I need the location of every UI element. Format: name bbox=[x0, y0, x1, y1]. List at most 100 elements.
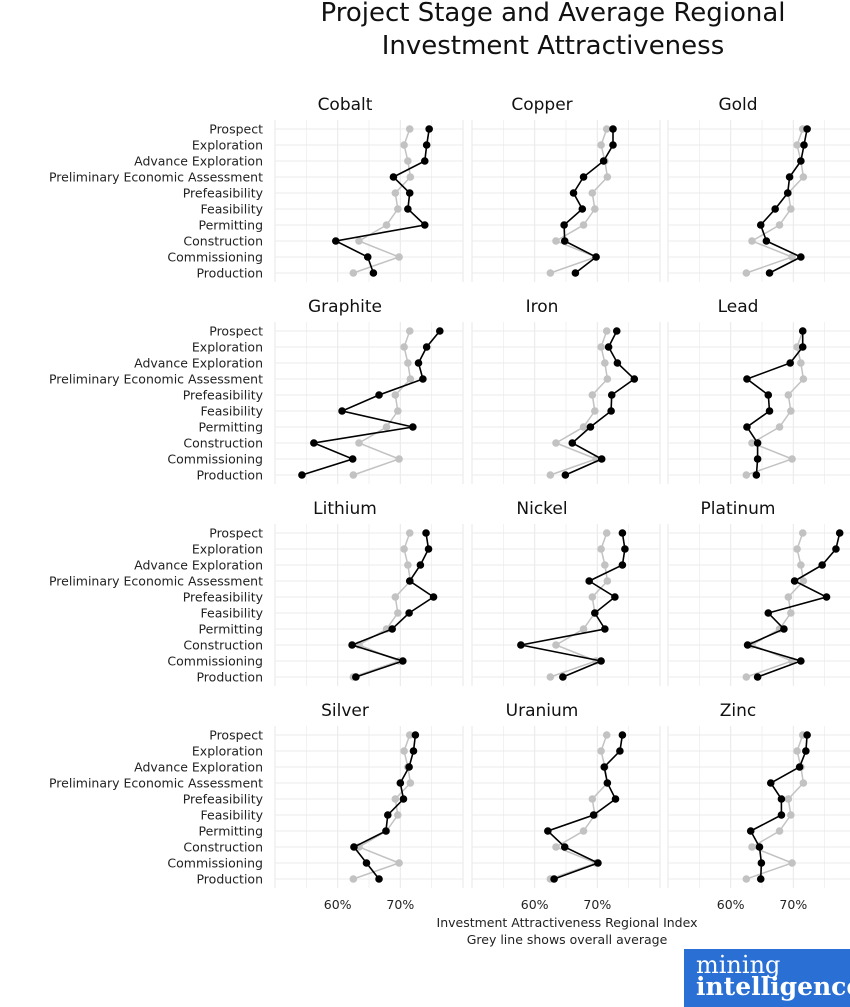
average-point bbox=[787, 811, 795, 819]
stage-label-advance-exploration: Advance Exploration bbox=[134, 558, 263, 573]
data-point bbox=[803, 731, 811, 739]
average-point bbox=[793, 141, 801, 149]
average-point bbox=[784, 593, 793, 601]
panel-title-iron: Iron bbox=[526, 297, 559, 317]
data-point bbox=[382, 827, 390, 835]
average-point bbox=[597, 545, 605, 553]
data-point bbox=[599, 157, 608, 165]
average-point bbox=[799, 173, 808, 181]
average-line bbox=[550, 330, 609, 476]
average-point bbox=[748, 843, 756, 851]
average-point bbox=[406, 375, 415, 383]
data-point bbox=[753, 455, 762, 463]
average-point bbox=[394, 205, 402, 213]
stage-label-construction: Construction bbox=[183, 638, 263, 653]
average-point bbox=[784, 795, 793, 803]
average-point bbox=[579, 221, 588, 229]
panel-copper: Copper bbox=[471, 95, 661, 282]
panel-title-platinum: Platinum bbox=[701, 499, 776, 519]
data-point bbox=[790, 577, 799, 585]
data-point bbox=[743, 641, 752, 649]
stage-label-exploration: Exploration bbox=[192, 138, 263, 153]
average-point bbox=[799, 577, 808, 585]
data-point bbox=[411, 731, 420, 739]
data-point bbox=[786, 359, 794, 367]
data-point bbox=[375, 391, 383, 399]
average-point bbox=[406, 173, 415, 181]
average-point bbox=[602, 327, 611, 335]
stage-label-production: Production bbox=[196, 670, 263, 685]
average-point bbox=[405, 731, 414, 739]
data-point bbox=[752, 471, 761, 479]
average-point bbox=[601, 359, 609, 367]
data-point bbox=[560, 237, 569, 245]
data-point bbox=[753, 673, 762, 681]
data-point bbox=[800, 141, 808, 149]
average-point bbox=[349, 269, 358, 277]
series-line-iron bbox=[565, 330, 636, 476]
x-tick-label: 60% bbox=[717, 897, 745, 912]
data-point bbox=[579, 173, 588, 181]
data-point bbox=[331, 237, 340, 245]
data-point bbox=[591, 609, 599, 617]
average-point bbox=[788, 455, 796, 463]
chart-title-line-2: Investment Attractiveness bbox=[382, 31, 725, 61]
average-point bbox=[591, 407, 599, 415]
average-point bbox=[798, 529, 807, 537]
average-point bbox=[382, 221, 391, 229]
data-point bbox=[607, 407, 615, 415]
average-point bbox=[394, 811, 402, 819]
panel-title-graphite: Graphite bbox=[308, 297, 382, 317]
average-point bbox=[799, 779, 808, 787]
average-point bbox=[404, 157, 412, 165]
average-point bbox=[588, 391, 597, 399]
average-point bbox=[793, 747, 801, 755]
data-point bbox=[777, 795, 786, 803]
data-point bbox=[352, 673, 360, 681]
data-point bbox=[362, 859, 371, 867]
panel-title-nickel: Nickel bbox=[516, 499, 567, 519]
average-point bbox=[793, 343, 801, 351]
average-point bbox=[579, 827, 588, 835]
average-point bbox=[404, 359, 412, 367]
average-line bbox=[550, 128, 609, 274]
data-point bbox=[369, 269, 378, 277]
data-point bbox=[743, 375, 751, 383]
panel-uranium: Uranium 60% 70% bbox=[471, 701, 661, 912]
data-point bbox=[803, 125, 811, 133]
average-point bbox=[391, 189, 400, 197]
data-point bbox=[422, 529, 430, 537]
data-point bbox=[389, 173, 398, 181]
data-point bbox=[396, 779, 405, 787]
stage-label-prefeasibility: Prefeasibility bbox=[183, 590, 264, 605]
average-point bbox=[579, 423, 588, 431]
data-point bbox=[310, 439, 318, 447]
series-line-zinc bbox=[749, 734, 808, 880]
data-point bbox=[350, 843, 358, 851]
average-point bbox=[775, 423, 784, 431]
stage-label-permitting: Permitting bbox=[199, 218, 263, 233]
series-line-uranium bbox=[546, 734, 624, 880]
stage-label-commissioning: Commissioning bbox=[167, 856, 263, 871]
average-point bbox=[394, 609, 402, 617]
average-point bbox=[394, 407, 402, 415]
average-point bbox=[552, 237, 560, 245]
data-point bbox=[409, 747, 418, 755]
data-point bbox=[618, 529, 627, 537]
average-point bbox=[546, 269, 555, 277]
series-line-platinum bbox=[745, 532, 841, 678]
data-point bbox=[783, 189, 792, 197]
panel-title-copper: Copper bbox=[511, 95, 572, 115]
average-point bbox=[406, 779, 415, 787]
data-point bbox=[785, 173, 794, 181]
data-point bbox=[746, 827, 755, 835]
data-point bbox=[797, 157, 805, 165]
average-point bbox=[742, 269, 751, 277]
stage-label-production: Production bbox=[196, 266, 263, 281]
average-point bbox=[355, 439, 363, 447]
data-point bbox=[559, 673, 567, 681]
data-point bbox=[609, 125, 617, 133]
